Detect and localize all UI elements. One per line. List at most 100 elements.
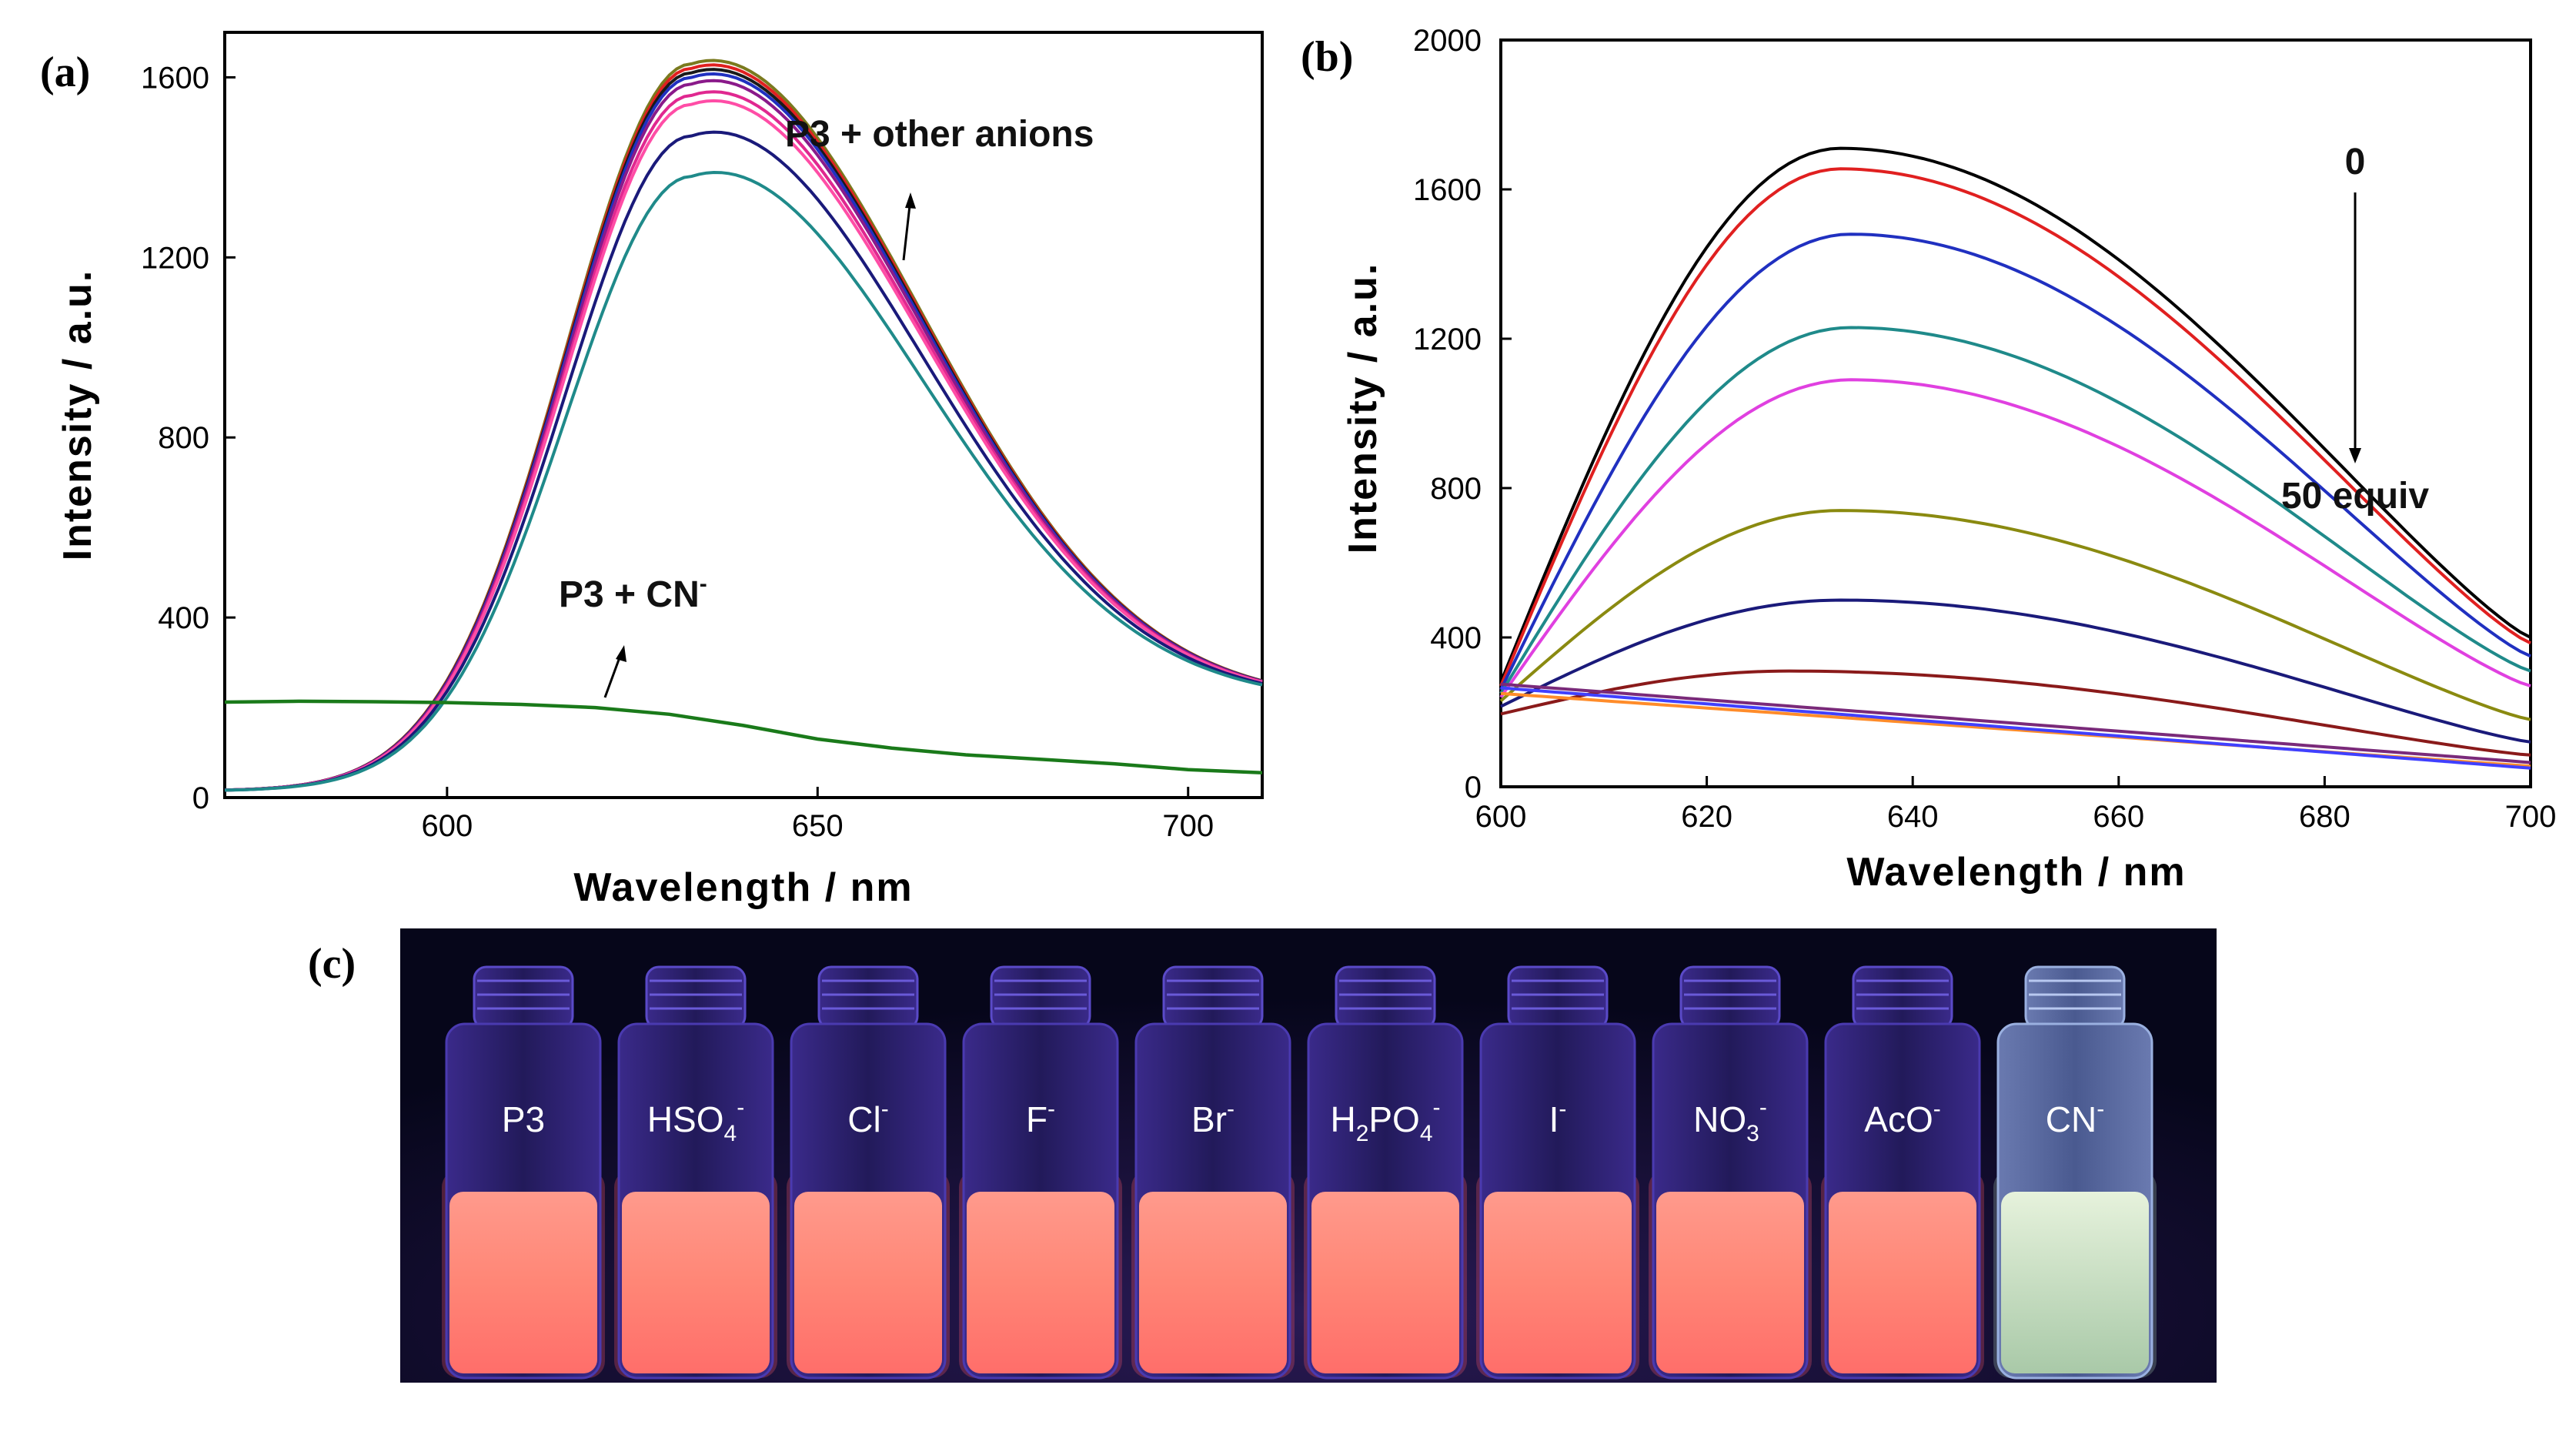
vial-label-sup: -: [1759, 1095, 1767, 1120]
y-tick-label: 800: [158, 421, 209, 455]
chart-a-series-5: [224, 79, 1263, 792]
chart-a-series-1: [224, 59, 1263, 792]
vial-label-tail-sup: -: [1433, 1095, 1441, 1120]
vial-label: HSO4-: [647, 1095, 744, 1146]
chart-b-frame: [1499, 38, 2532, 788]
chart-b-series-9: [1500, 682, 2531, 764]
x-tick-label: 680: [2299, 800, 2350, 834]
vial: P3: [442, 965, 605, 1380]
x-tick-label: 700: [1162, 809, 1214, 843]
y-tick-label: 0: [1465, 771, 1482, 804]
vial-liquid: [622, 1192, 770, 1373]
vial-liquid: [2001, 1192, 2149, 1373]
vial-label: NO3-: [1693, 1095, 1767, 1146]
vial: H2PO4-: [1304, 965, 1467, 1380]
vial-neck: [1335, 965, 1436, 1030]
vial-label: I-: [1549, 1096, 1567, 1139]
chart-b-ylabel: Intensity / a.u.: [1341, 263, 1385, 554]
vial-neck: [2024, 965, 2126, 1030]
vial-label-sup: -: [1227, 1096, 1235, 1122]
vial-neck: [473, 965, 574, 1030]
chart-a-ticks: 600 650 700 0 400 800 1200 1600: [141, 61, 1214, 843]
vial-label-main: P3: [502, 1099, 545, 1139]
vial-label-sup: -: [1559, 1096, 1566, 1122]
chart-a-series-8: [224, 130, 1263, 792]
vial-label-main: CN: [2046, 1099, 2097, 1139]
vial: F-: [959, 965, 1122, 1380]
panel-b-label: (b): [1301, 33, 1353, 81]
chart-a: 600 650 700 0 400 800 1200 1600 Wavelength / nm…: [55, 31, 1264, 910]
chart-b-arrowhead: [2349, 448, 2361, 463]
vial-liquid: [449, 1192, 597, 1373]
vial-label-sup: -: [1047, 1096, 1055, 1122]
vial-label: P3: [502, 1099, 545, 1139]
x-tick-label: 600: [1475, 800, 1527, 834]
x-tick-label: 600: [421, 809, 473, 843]
vial-photo: P3 HSO4- Cl- F- Br- H2PO4- I- NO3- AcO- CN-: [400, 928, 2217, 1383]
chart-a-annotation-cn-sup: -: [700, 571, 707, 597]
vial: NO3-: [1649, 965, 1812, 1380]
chart-a-arrow-other: [902, 198, 912, 261]
x-tick-label: 650: [792, 809, 844, 843]
chart-a-annotation-cn-main: P3 + CN: [559, 574, 700, 615]
chart-a-annotation-other: P3 + other anions: [785, 114, 1094, 155]
chart-b-series-11: [1500, 686, 2531, 770]
chart-b-annotation-end: 50 equiv: [2281, 476, 2429, 517]
chart-b-series-5: [1499, 378, 2531, 698]
vial: HSO4-: [614, 965, 777, 1380]
vial-label: CN-: [2046, 1096, 2104, 1139]
y-tick-label: 800: [1430, 472, 1482, 506]
chart-a-series-7: [224, 99, 1263, 792]
vial-liquid: [1829, 1192, 1976, 1373]
panel-c-label: (c): [308, 940, 356, 988]
chart-b-series-7: [1500, 598, 2531, 744]
chart-a-frame: [223, 31, 1264, 799]
vial-label: AcO-: [1864, 1096, 1940, 1139]
vial-neck: [1679, 965, 1781, 1030]
chart-a-series: [224, 59, 1263, 792]
chart-a-series-2: [224, 63, 1263, 792]
chart-b-series-6: [1499, 509, 2531, 721]
vial-label-main: H: [1330, 1099, 1355, 1139]
vial-neck: [817, 965, 919, 1030]
vial-neck: [990, 965, 1091, 1030]
vial-row: P3 HSO4- Cl- F- Br- H2PO4- I- NO3- AcO- CN-: [442, 965, 2157, 1380]
vial-label-sup: -: [737, 1095, 744, 1120]
chart-a-arrowhead-cn: [616, 645, 626, 662]
chart-b-annotation-start: 0: [2345, 142, 2366, 182]
vial-label-sup: -: [1933, 1096, 1941, 1122]
vial-label-main: AcO: [1864, 1099, 1933, 1139]
vial-liquid: [1484, 1192, 1632, 1373]
vial-label-main: NO: [1693, 1099, 1746, 1139]
vial: I-: [1476, 965, 1639, 1380]
vial-label-tail-sub: 4: [1420, 1121, 1433, 1146]
vial-label-main: Br: [1191, 1099, 1227, 1139]
y-tick-label: 1200: [141, 241, 209, 275]
chart-a-arrowhead-other: [905, 192, 916, 209]
vial-label: F-: [1026, 1096, 1055, 1139]
vial-neck: [1162, 965, 1264, 1030]
chart-a-series-6: [224, 90, 1263, 792]
chart-b-ticks: 600 620 640 660 680 700 0 400 800 1200 1600 2000: [1413, 24, 2556, 834]
y-tick-label: 400: [158, 601, 209, 635]
vial: Cl-: [787, 965, 950, 1380]
x-tick-label: 620: [1681, 800, 1732, 834]
vial-label-sub: 3: [1746, 1121, 1759, 1146]
vial-label: Cl-: [847, 1096, 888, 1139]
vial-liquid: [1311, 1192, 1459, 1373]
vial-liquid: [1656, 1192, 1804, 1373]
vial-neck: [1507, 965, 1609, 1030]
chart-b-series-8: [1500, 669, 2531, 757]
chart-a-series-4: [224, 72, 1263, 792]
y-tick-label: 1600: [141, 61, 209, 95]
chart-b-series: [1499, 146, 2531, 770]
chart-a-series-cn: [224, 699, 1263, 775]
y-tick-label: 0: [192, 781, 209, 815]
x-tick-label: 640: [1887, 800, 1939, 834]
chart-b-series-1: [1499, 146, 2531, 683]
vial-neck: [1852, 965, 1953, 1030]
chart-a-annotation-cn: P3 + CN-: [559, 571, 707, 615]
y-tick-label: 2000: [1413, 24, 1482, 58]
vial-neck: [645, 965, 747, 1030]
